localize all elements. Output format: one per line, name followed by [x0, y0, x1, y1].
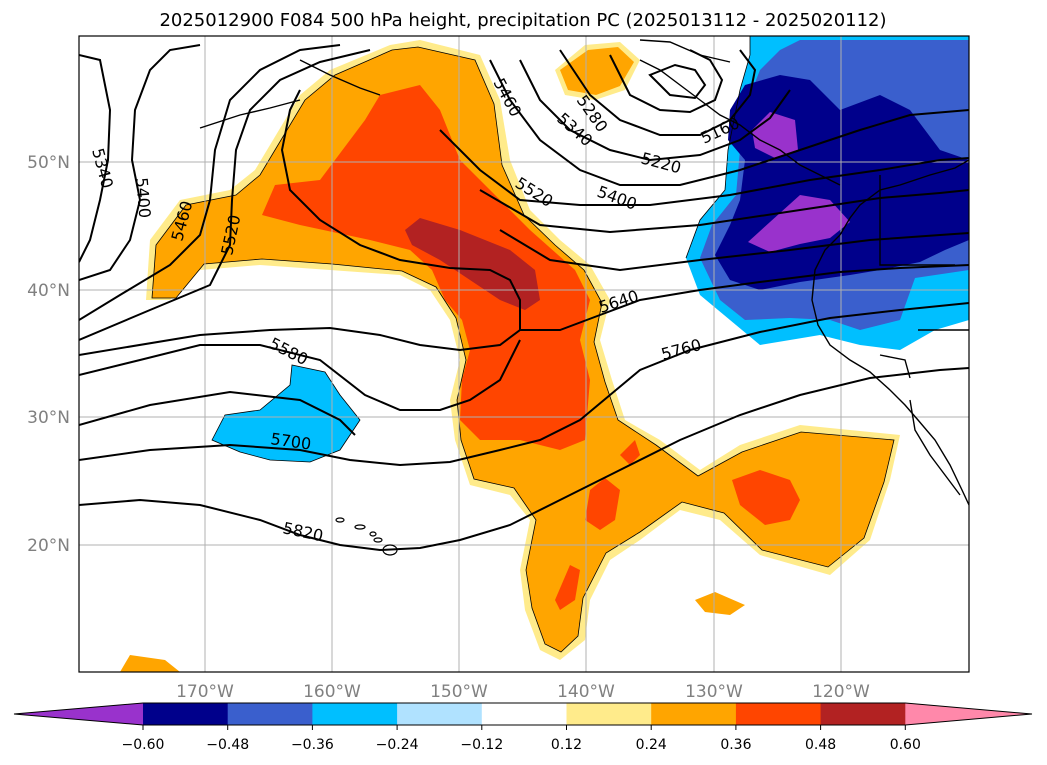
lon-label: 130°W	[685, 682, 743, 702]
contour-label: 5400	[132, 177, 154, 219]
colorbar-segments	[14, 703, 1032, 725]
lat-label: 40°N	[27, 281, 70, 301]
colorbar-tick-label: 0.12	[551, 737, 582, 753]
colorbar-segment	[312, 703, 398, 725]
map-title: 2025012900 F084 500 hPa height, precipit…	[159, 10, 886, 31]
longitude-labels: 170°W 160°W 150°W 140°W 130°W 120°W	[176, 682, 870, 702]
colorbar: −0.60 −0.48 −0.36 −0.24 −0.12 0.12 0.24 0.36 0.4…	[13, 702, 1033, 753]
lon-label: 160°W	[303, 682, 361, 702]
colorbar-segment	[143, 703, 229, 725]
colorbar-segment	[481, 703, 567, 725]
lon-label: 170°W	[176, 682, 234, 702]
colorbar-segment	[820, 703, 906, 725]
colorbar-segment	[735, 703, 822, 725]
gridlines	[79, 36, 969, 672]
lat-label: 50°N	[27, 153, 70, 173]
map-frame	[78, 35, 970, 673]
colorbar-tick-label: −0.48	[206, 737, 249, 753]
map-area: 5340 5400 5460 5520 5460 5280 5340 5220 …	[79, 36, 969, 672]
positive-anomaly-fill	[120, 40, 900, 672]
colorbar-tick-label: −0.12	[460, 737, 503, 753]
colorbar-extend-max	[905, 703, 1032, 725]
colorbar-tick-label: 0.24	[636, 737, 667, 753]
colorbar-tick-label: −0.24	[376, 737, 419, 753]
colorbar-segment	[651, 703, 737, 725]
colorbar-tick-label: 0.60	[890, 737, 921, 753]
contour-labels: 5340 5400 5460 5520 5460 5280 5340 5220 …	[88, 75, 742, 545]
colorbar-tick-label: 0.36	[720, 737, 751, 753]
colorbar-segment	[397, 703, 483, 725]
colorbar-segment	[227, 703, 313, 725]
colorbar-tick-label: −0.60	[122, 737, 165, 753]
anomaly-boundaries	[151, 36, 895, 653]
colorbar-tick-label: 0.48	[805, 737, 836, 753]
colorbar-ticks: −0.60 −0.48 −0.36 −0.24 −0.12 0.12 0.24 0.36 0.4…	[122, 725, 921, 753]
lat-label: 20°N	[27, 536, 70, 556]
latitude-labels: 50°N 40°N 30°N 20°N	[27, 153, 70, 556]
lat-label: 30°N	[27, 408, 70, 428]
colorbar-extend-min	[14, 703, 143, 725]
coastlines	[199, 39, 969, 506]
lon-label: 120°W	[812, 682, 870, 702]
negative-anomaly-fill	[212, 36, 969, 462]
lon-label: 150°W	[430, 682, 488, 702]
colorbar-tick-label: −0.36	[291, 737, 334, 753]
colorbar-segment	[566, 703, 652, 725]
height-contours	[79, 44, 969, 552]
lon-label: 140°W	[557, 682, 615, 702]
